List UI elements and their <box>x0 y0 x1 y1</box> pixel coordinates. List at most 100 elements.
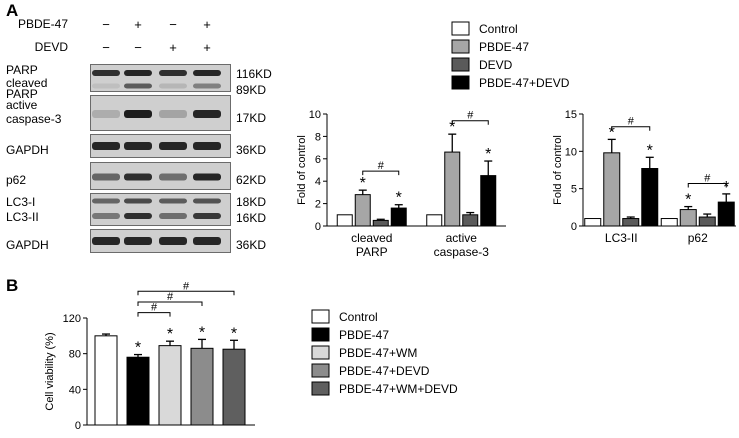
comparison-hash: # <box>628 116 635 128</box>
bar-pbde-47-active-caspase-3 <box>444 151 461 227</box>
blot-band <box>193 110 221 118</box>
legend-label-control: Control <box>339 310 378 324</box>
treatment-sign: − <box>102 40 110 55</box>
legend-label-pbde-47-devd: PBDE-47+DEVD <box>339 364 430 378</box>
legend-swatch-pbde-47-devd <box>451 75 470 90</box>
blot-band <box>193 237 221 245</box>
treatment-label-pbde-47: PBDE-47 <box>18 17 68 31</box>
blot-protein-label: PARP <box>6 63 38 77</box>
significance-star: * <box>647 142 653 159</box>
y-axis-label: Fold of control <box>552 135 564 205</box>
significance-star: * <box>135 340 141 357</box>
legend-swatch-pbde-47-devd <box>311 363 330 378</box>
y-tick-label: 40 <box>69 384 81 396</box>
comparison-hash: # <box>467 110 474 122</box>
blot-weight-label: 36KD <box>236 238 266 252</box>
treatment-sign: + <box>134 17 142 32</box>
bar-pbde-47-p62 <box>679 209 697 227</box>
y-tick-label: 5 <box>571 184 577 196</box>
bar-pbde-47-wm-devd <box>222 348 246 426</box>
blot-band <box>193 173 221 181</box>
treatment-sign: + <box>169 40 177 55</box>
bar-pbde-47-cleaved-parp <box>354 194 371 227</box>
blot-band <box>159 70 187 76</box>
bar-pbde-47-lc3-ii <box>603 152 621 227</box>
x-category-label: p62 <box>688 231 708 245</box>
blot-weight-label: 17KD <box>236 111 266 125</box>
significance-star: * <box>449 119 455 136</box>
bar-pbde-47-devd-active-caspase-3 <box>480 175 497 227</box>
bar-pbde-47-devd-p62 <box>717 201 735 227</box>
y-tick-label: 10 <box>309 109 321 121</box>
y-tick-label: 4 <box>315 176 321 188</box>
legend-swatch-control <box>451 21 470 36</box>
bar-control-cleaved-parp <box>336 214 353 227</box>
x-category-label: LC3-II <box>605 231 638 245</box>
bar-devd-cleaved-parp <box>372 219 389 227</box>
blot-band <box>193 83 221 89</box>
bar-pbde-47-wm <box>158 345 182 426</box>
blot-weight-label: 36KD <box>236 143 266 157</box>
comparison-hash: # <box>183 280 190 292</box>
blot-band <box>159 142 187 150</box>
blot-band <box>193 198 221 204</box>
significance-star: * <box>485 146 491 163</box>
legend-label-devd: DEVD <box>479 58 513 72</box>
comparison-bracket <box>137 312 171 317</box>
blot-band <box>92 213 120 219</box>
blot-band <box>92 173 120 181</box>
x-category-label: caspase-3 <box>434 245 490 259</box>
legend-label-control: Control <box>479 22 518 36</box>
legend-swatch-pbde-47-wm-devd <box>311 381 330 396</box>
blot-protein-label: cleaved <box>6 76 47 90</box>
blot-band <box>159 213 187 219</box>
legend-label-pbde-47: PBDE-47 <box>479 40 529 54</box>
blot-band <box>193 142 221 150</box>
y-tick-label: 80 <box>69 349 81 361</box>
blot-weight-label: 116KD <box>236 67 272 81</box>
x-category-label: cleaved <box>351 231 392 245</box>
blot-protein-label: PARP <box>6 87 38 101</box>
blot-band <box>124 70 152 76</box>
blot-protein-label: active <box>6 98 38 112</box>
chart-cell-viability: 0 40 80 120 Cell viability (%) * * * * # # # <box>44 280 255 432</box>
treatment-label-devd: DEVD <box>35 40 69 54</box>
y-tick-label: 10 <box>565 146 577 158</box>
y-axis-label: Cell viability (%) <box>44 332 56 410</box>
legend-swatch-pbde-47 <box>451 39 470 54</box>
comparison-bracket <box>362 170 400 176</box>
bar-devd-p62 <box>698 216 716 227</box>
blot-band <box>92 198 120 204</box>
treatment-sign: − <box>169 17 177 32</box>
comparison-bracket <box>137 290 235 296</box>
comparison-hash: # <box>151 302 158 314</box>
legend-label-pbde-47: PBDE-47 <box>339 328 389 342</box>
blot-protein-label: LC3-II <box>6 210 39 224</box>
bar-pbde-47-devd-cleaved-parp <box>390 207 407 227</box>
legend-swatch-pbde-47-wm <box>311 345 330 360</box>
legend-label-pbde-47-wm-devd: PBDE-47+WM+DEVD <box>339 382 458 396</box>
blot-band <box>124 110 152 118</box>
legend-swatch-control <box>311 309 330 324</box>
blot-protein-label: GAPDH <box>6 238 49 252</box>
y-tick-label: 15 <box>565 109 577 121</box>
significance-star: * <box>609 124 615 141</box>
blot-band <box>159 237 187 245</box>
blot-band <box>124 83 152 89</box>
y-axis-label: Fold of control <box>296 135 308 205</box>
bar-control-active-caspase-3 <box>426 214 443 227</box>
treatment-sign: − <box>134 40 142 55</box>
treatment-sign: + <box>203 17 211 32</box>
panel-a-letter: A <box>6 1 18 20</box>
bar-pbde-47-devd <box>190 347 214 426</box>
significance-star: * <box>231 325 237 342</box>
comparison-hash: # <box>167 291 174 303</box>
blot-weight-label: 18KD <box>236 195 266 209</box>
blot-protein-label: p62 <box>6 173 26 187</box>
blot-band <box>159 173 187 181</box>
